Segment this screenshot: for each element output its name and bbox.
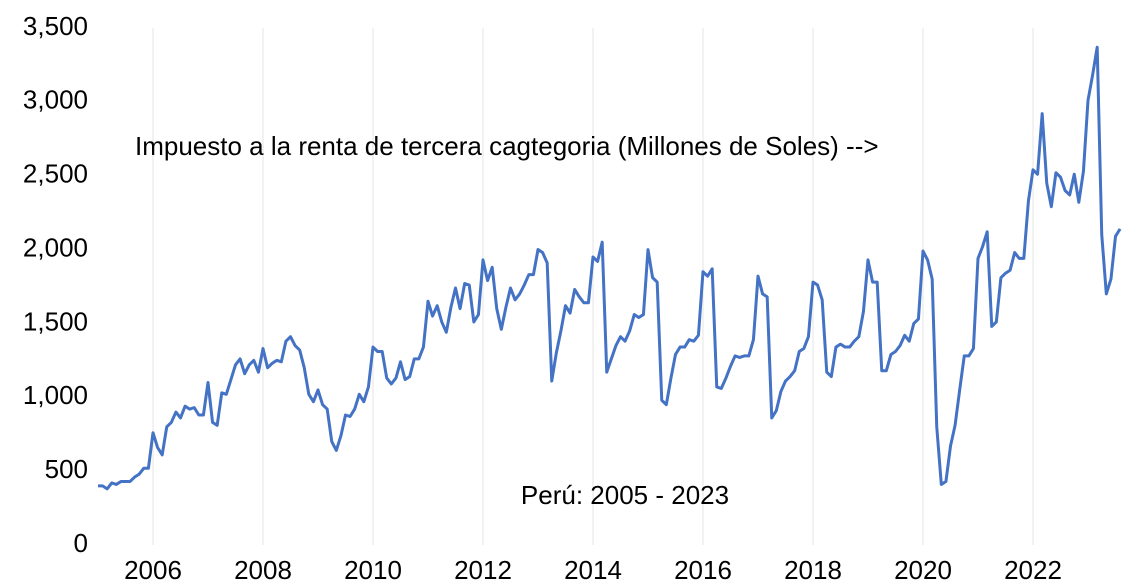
y-tick-label: 3,500 xyxy=(23,11,88,41)
y-tick-label: 3,000 xyxy=(23,85,88,115)
x-tick-label: 2014 xyxy=(564,555,622,585)
x-tick-label: 2010 xyxy=(344,555,402,585)
x-tick-label: 2018 xyxy=(784,555,842,585)
annotation: Impuesto a la renta de tercera cagtegori… xyxy=(135,131,879,161)
y-tick-label: 1,000 xyxy=(23,380,88,410)
y-tick-label: 0 xyxy=(74,528,88,558)
y-tick-label: 500 xyxy=(45,454,88,484)
y-tick-label: 2,500 xyxy=(23,159,88,189)
x-tick-label: 2020 xyxy=(894,555,952,585)
grid xyxy=(152,28,1034,545)
y-tick-label: 1,500 xyxy=(23,306,88,336)
x-tick-label: 2008 xyxy=(234,555,292,585)
x-tick-label: 2006 xyxy=(124,555,182,585)
x-tick-label: 2016 xyxy=(674,555,732,585)
annotation: Perú: 2005 - 2023 xyxy=(521,480,729,510)
x-tick-label: 2022 xyxy=(1004,555,1062,585)
x-tick-label: 2012 xyxy=(454,555,512,585)
plot-area xyxy=(98,45,1122,491)
data-line xyxy=(98,45,1122,491)
y-tick-label: 2,000 xyxy=(23,232,88,262)
